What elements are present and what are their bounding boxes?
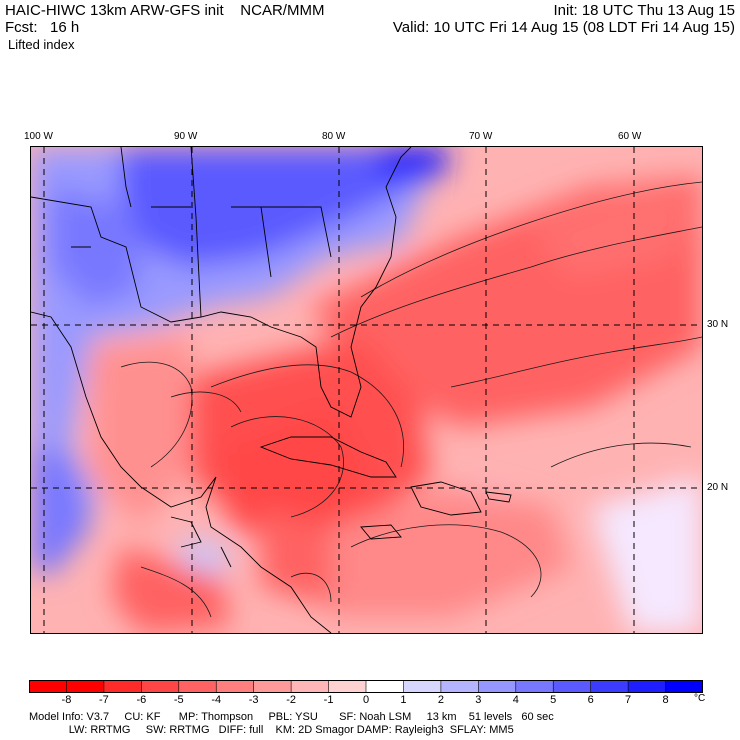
colorbar-cell [253, 680, 292, 693]
model-info-line2: LW: RRTMG SW: RRTMG DIFF: full KM: 2D Sm… [29, 724, 514, 736]
init-time: Init: 18 UTC Thu 13 Aug 15 [553, 2, 735, 19]
lifted-index-map[interactable] [30, 146, 703, 634]
colorbar-tick-label: -8 [61, 694, 72, 706]
valid-time: Valid: 10 UTC Fri 14 Aug 15 (08 LDT Fri … [392, 19, 735, 36]
colorbar-tick-label: 4 [512, 694, 519, 706]
colorbar-tick-label: 1 [400, 694, 407, 706]
colorbar [29, 680, 703, 693]
colorbar-tick-label: -3 [248, 694, 259, 706]
colorbar-cell [403, 680, 442, 693]
colorbar-cell [178, 680, 217, 693]
header-title: HAIC-HIWC 13km ARW-GFS init NCAR/MMM [5, 2, 325, 19]
colorbar-tick-label: -7 [98, 694, 109, 706]
forecast-hour: Fcst: 16 h [5, 19, 80, 36]
colorbar-tick-label: 5 [550, 694, 557, 706]
colorbar-cell [328, 680, 367, 693]
colorbar-tick-label: 3 [475, 694, 482, 706]
lon-label-60w: 60 W [618, 131, 642, 142]
colorbar-tick-label: 8 [662, 694, 669, 706]
colorbar-tick-label: -5 [173, 694, 184, 706]
colorbar-cell [216, 680, 255, 693]
colorbar-cell [665, 680, 703, 693]
colorbar-cell [291, 680, 330, 693]
colorbar-tick-label: -2 [286, 694, 296, 706]
colorbar-cell [141, 680, 180, 693]
lat-label-30n: 30 N [707, 319, 729, 330]
lon-label-100w: 100 W [24, 131, 53, 142]
colorbar-cell [515, 680, 554, 693]
lon-label-70w: 70 W [469, 131, 493, 142]
coastlines [31, 147, 512, 633]
colorbar-cell [553, 680, 592, 693]
contour-lines [120, 181, 702, 618]
lat-label-20n: 20 N [707, 482, 729, 493]
colorbar-tick-label: -1 [323, 694, 334, 706]
colorbar-tick-label: 0 [362, 694, 370, 706]
colorbar-cell [440, 680, 479, 693]
colorbar-cell [590, 680, 629, 693]
colorbar-cell [366, 680, 404, 693]
field-name: Lifted index [8, 37, 75, 52]
colorbar-cell [478, 680, 517, 693]
colorbar-tick-label: 7 [625, 694, 632, 706]
model-info-line1: Model Info: V3.7 CU: KF MP: Thompson PBL… [29, 711, 554, 723]
lon-label-90w: 90 W [174, 131, 198, 142]
colorbar-tick-label: 2 [437, 694, 444, 706]
colorbar-cell [29, 680, 67, 693]
colorbar-unit: °C [694, 693, 706, 704]
colorbar-tick-label: -6 [136, 694, 147, 706]
colorbar-tick-label: 6 [587, 694, 594, 706]
colorbar-cell [103, 680, 142, 693]
colorbar-tick-label: -4 [211, 694, 222, 706]
latlon-grid [31, 147, 702, 633]
colorbar-cell [628, 680, 667, 693]
colorbar-cell [66, 680, 105, 693]
lon-label-80w: 80 W [322, 131, 346, 142]
